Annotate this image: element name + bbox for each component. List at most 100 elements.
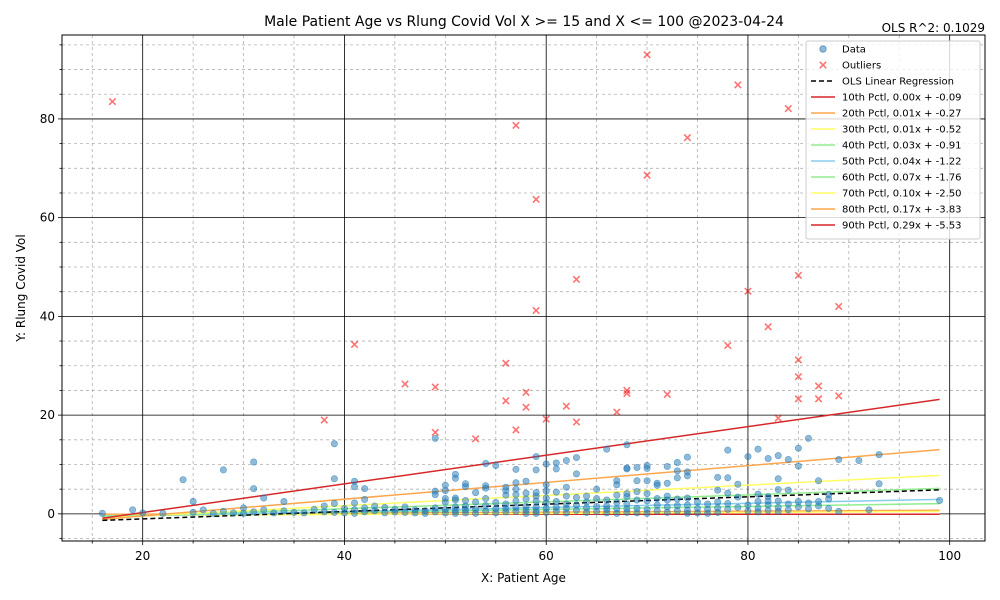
legend-label: 90th Pctl, 0.29x + -5.53 <box>842 221 962 232</box>
data-point <box>673 459 681 467</box>
data-point <box>623 441 631 449</box>
legend-label: 40th Pctl, 0.03x + -0.91 <box>842 141 962 152</box>
legend-label: 10th Pctl, 0.00x + -0.09 <box>842 93 962 104</box>
data-point <box>159 509 167 517</box>
data-point <box>250 508 258 516</box>
data-point <box>593 507 601 515</box>
data-point <box>562 457 570 465</box>
data-point <box>199 506 207 514</box>
outlier-point <box>643 171 651 179</box>
data-point <box>229 509 237 517</box>
outlier-point <box>350 340 359 349</box>
data-point <box>512 479 520 487</box>
data-point <box>784 500 792 508</box>
data-point <box>532 509 540 517</box>
data-point <box>482 507 490 515</box>
data-point <box>613 491 621 499</box>
data-point <box>522 489 530 497</box>
data-point <box>865 506 873 514</box>
data-point <box>431 491 439 499</box>
legend: Data Outliers OLS Linear Regression 10th Pc… <box>805 40 981 240</box>
data-point <box>512 507 520 515</box>
percentile-line-9 <box>102 398 940 519</box>
legend-marker-data <box>819 45 827 53</box>
data-point <box>774 486 782 494</box>
outlier-point <box>643 50 651 59</box>
y-tick-label: 80 <box>40 112 55 126</box>
data-point <box>411 509 419 517</box>
data-point <box>653 481 661 489</box>
data-point <box>532 453 540 461</box>
data-point <box>512 491 520 499</box>
data-point <box>643 509 651 517</box>
data-point <box>683 472 691 480</box>
data-point <box>542 508 550 516</box>
data-point <box>451 509 459 517</box>
data-point <box>613 509 621 517</box>
data-point <box>179 476 187 484</box>
x-tick-label: 60 <box>539 549 554 563</box>
legend-label: 20th Pctl, 0.01x + -0.27 <box>842 109 962 120</box>
data-point <box>683 453 691 461</box>
data-point <box>381 509 389 517</box>
data-point <box>461 483 469 491</box>
data-point <box>754 498 762 506</box>
data-point <box>724 505 732 513</box>
data-point <box>673 467 681 475</box>
outlier-point <box>512 426 520 434</box>
data-point <box>794 444 802 452</box>
y-axis-label: Y: Rlung Covid Vol <box>14 234 28 342</box>
data-point <box>320 508 328 516</box>
outlier-point <box>532 306 540 315</box>
data-point <box>774 497 782 505</box>
data-point <box>552 465 560 473</box>
data-point <box>683 494 691 502</box>
data-point <box>260 494 268 502</box>
data-point <box>320 502 328 510</box>
outlier-point <box>522 403 530 411</box>
data-point <box>492 498 500 506</box>
data-point <box>643 464 651 472</box>
outlier-point <box>734 81 742 89</box>
data-point <box>552 459 560 467</box>
data-point <box>502 508 510 516</box>
data-point <box>643 477 651 485</box>
outlier-point <box>542 415 550 423</box>
data-point <box>663 479 671 487</box>
data-points <box>98 434 944 517</box>
data-point <box>583 492 591 500</box>
outlier-point <box>320 416 329 424</box>
outlier-point <box>108 97 117 106</box>
legend-box <box>805 40 981 240</box>
regression-lines <box>102 398 940 522</box>
data-point <box>653 501 661 509</box>
data-point <box>472 509 480 517</box>
data-point <box>714 498 722 506</box>
data-point <box>724 499 732 507</box>
data-point <box>290 508 298 516</box>
legend-label: Data <box>842 45 866 56</box>
data-point <box>482 484 490 492</box>
outlier-point <box>794 395 803 403</box>
data-point <box>351 509 359 517</box>
axis-ticks: 20 40 60 80 100 0 20 40 60 80 <box>40 44 961 563</box>
data-point <box>250 485 258 493</box>
percentile-line-8 <box>102 448 940 521</box>
outlier-point <box>623 389 631 398</box>
outlier-point <box>683 133 692 142</box>
outlier-point <box>794 372 803 381</box>
data-point <box>623 465 631 473</box>
outlier-point <box>663 390 672 399</box>
data-point <box>441 509 449 517</box>
data-point <box>189 508 197 516</box>
data-point <box>613 498 621 506</box>
legend-label: 80th Pctl, 0.17x + -3.83 <box>842 205 962 216</box>
outlier-point <box>814 382 823 390</box>
data-point <box>936 497 944 505</box>
outlier-point <box>562 402 571 410</box>
data-point <box>562 509 570 517</box>
data-point <box>572 470 580 478</box>
data-point <box>714 473 722 481</box>
data-point <box>784 456 792 464</box>
data-point <box>189 498 197 506</box>
